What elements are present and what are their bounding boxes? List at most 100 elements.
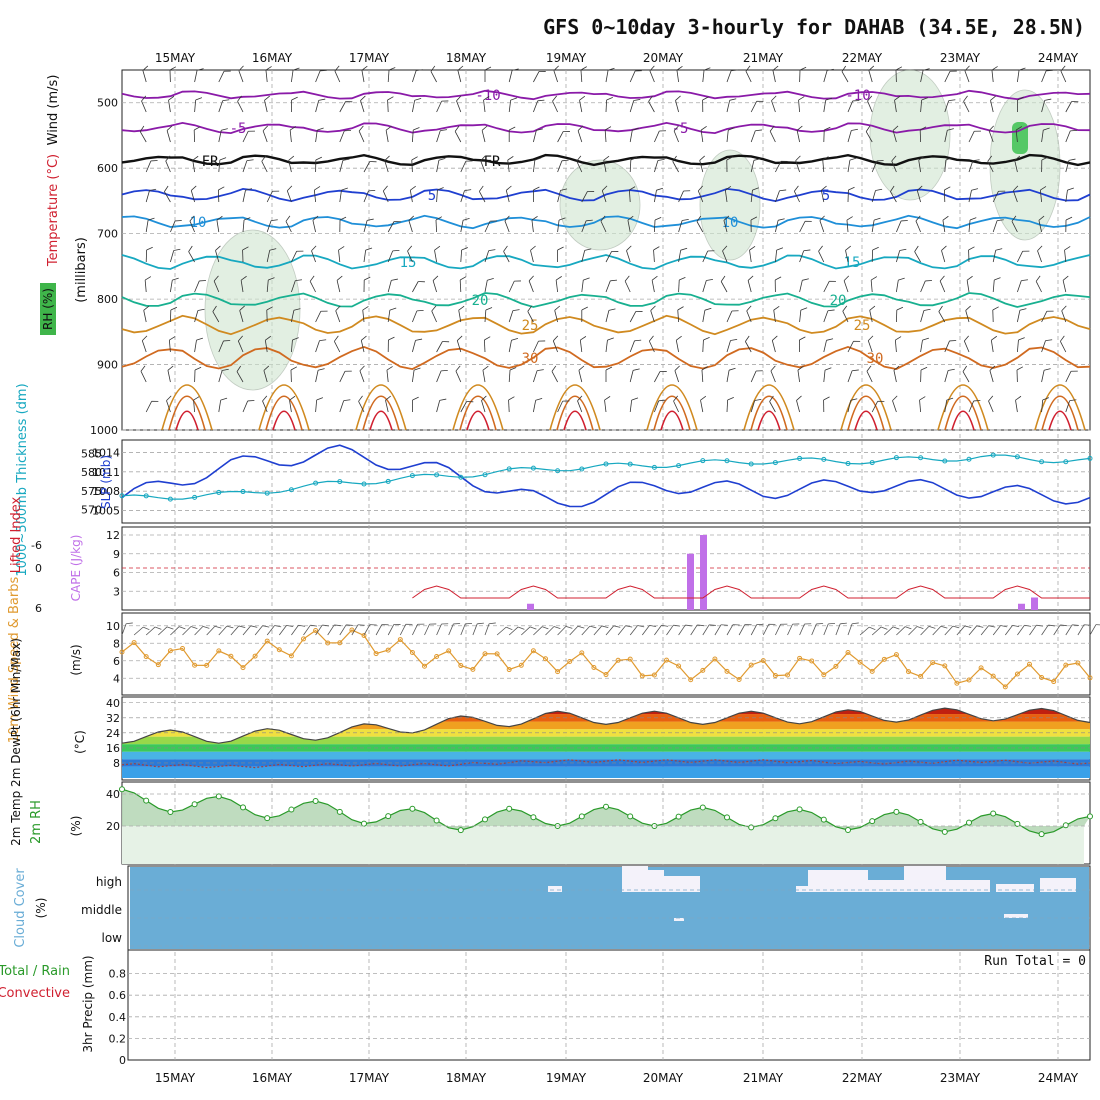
wind-speed-line bbox=[121, 629, 1091, 688]
isotherm-label: 10 bbox=[722, 215, 739, 231]
wind-barb bbox=[581, 306, 588, 322]
barb-staff bbox=[988, 130, 994, 143]
barb-flag bbox=[343, 399, 351, 402]
wind-barb bbox=[533, 369, 544, 383]
barb-flag bbox=[800, 307, 808, 311]
barb-staff bbox=[521, 626, 531, 636]
barb-flag bbox=[317, 368, 325, 371]
barb-flag bbox=[938, 305, 943, 312]
barb-staff bbox=[944, 160, 947, 173]
barb-flag bbox=[481, 125, 488, 131]
barb-staff bbox=[908, 626, 918, 636]
isotherm-line bbox=[121, 187, 1091, 203]
barb-flag bbox=[896, 306, 904, 311]
wind-barb bbox=[387, 249, 400, 263]
barb-flag bbox=[699, 155, 705, 161]
diurnal-isotherm bbox=[646, 384, 698, 431]
barb-flag bbox=[1024, 624, 1032, 627]
barb-flag bbox=[517, 626, 525, 630]
wind-barb bbox=[528, 275, 534, 293]
barb-staff bbox=[507, 160, 510, 173]
barb-staff bbox=[237, 101, 244, 113]
isotherm-label: 25 bbox=[522, 318, 539, 334]
barb-staff bbox=[870, 280, 873, 293]
rh-point bbox=[1062, 822, 1069, 829]
barb-flag bbox=[1060, 624, 1067, 627]
cloud-white-block bbox=[664, 876, 700, 892]
barb-flag bbox=[798, 96, 805, 101]
wind-barb bbox=[988, 125, 994, 143]
barb-staff bbox=[720, 281, 728, 293]
barb-staff bbox=[531, 220, 534, 233]
barb-flag bbox=[264, 95, 270, 101]
thickness-point bbox=[869, 460, 875, 466]
barb-flag bbox=[772, 65, 779, 71]
barb-staff bbox=[483, 100, 486, 113]
wind-barb bbox=[920, 280, 933, 293]
barb-flag bbox=[919, 126, 927, 131]
barb-staff bbox=[212, 311, 220, 323]
wind-barb bbox=[723, 215, 730, 233]
barb-flag bbox=[541, 626, 549, 630]
wind-barb bbox=[968, 159, 980, 173]
barb-staff bbox=[303, 624, 311, 636]
wind10-barb bbox=[194, 625, 210, 636]
barb-flag bbox=[726, 156, 733, 161]
barb-staff bbox=[1062, 280, 1067, 293]
barb-flag bbox=[487, 278, 494, 281]
wind-barb bbox=[358, 395, 365, 413]
barb-staff bbox=[264, 100, 268, 113]
wind-barb bbox=[508, 280, 521, 293]
barb-flag bbox=[890, 185, 895, 192]
barb-staff bbox=[528, 280, 534, 293]
wind-barb bbox=[168, 95, 175, 113]
wind-barb bbox=[218, 340, 231, 353]
wind-barb bbox=[555, 276, 562, 293]
barb-staff bbox=[351, 624, 359, 636]
wind-barb bbox=[262, 125, 268, 143]
barb-staff bbox=[1065, 400, 1071, 413]
wind10-barb bbox=[145, 626, 162, 636]
wind-barb bbox=[1017, 279, 1029, 293]
barb-staff bbox=[285, 221, 292, 233]
barb-staff bbox=[868, 70, 873, 83]
wind-barb bbox=[601, 185, 608, 203]
barb-staff bbox=[990, 340, 994, 353]
barb-flag bbox=[700, 125, 707, 131]
barb-staff bbox=[866, 371, 873, 383]
barb-staff bbox=[145, 220, 149, 233]
wind-tick-label: 8 bbox=[113, 637, 120, 650]
barb-flag bbox=[293, 308, 301, 311]
barb-flag bbox=[1018, 337, 1025, 341]
barb-flag bbox=[843, 275, 850, 281]
wind-barb bbox=[533, 71, 546, 83]
barb-staff bbox=[375, 624, 383, 636]
wind10-barb bbox=[871, 626, 888, 636]
barb-staff bbox=[859, 626, 870, 636]
barb-staff bbox=[770, 370, 776, 383]
barb-staff bbox=[145, 190, 150, 203]
barb-flag bbox=[223, 340, 231, 342]
barb-flag bbox=[391, 278, 398, 281]
barb-flag bbox=[222, 368, 229, 371]
barb-flag bbox=[866, 365, 872, 372]
barb-staff bbox=[750, 130, 756, 143]
thickness-tick-label: 570 bbox=[81, 504, 102, 517]
wind-barb bbox=[702, 307, 712, 323]
barb-flag bbox=[918, 155, 925, 161]
wind-barb bbox=[963, 95, 970, 113]
barb-staff bbox=[1041, 100, 1046, 113]
wind-barb bbox=[339, 158, 350, 173]
wind-barb bbox=[847, 398, 858, 413]
barb-staff bbox=[775, 220, 779, 233]
barb-flag bbox=[973, 400, 981, 402]
barb-flag bbox=[169, 66, 177, 71]
wind10-barb bbox=[387, 624, 401, 636]
wind-barb bbox=[479, 185, 486, 203]
barb-flag bbox=[770, 365, 776, 372]
wind10-barb bbox=[158, 626, 174, 636]
date-label-bottom: 24MAY bbox=[1038, 1071, 1079, 1085]
barb-staff bbox=[436, 100, 443, 113]
barb-staff bbox=[472, 623, 478, 636]
